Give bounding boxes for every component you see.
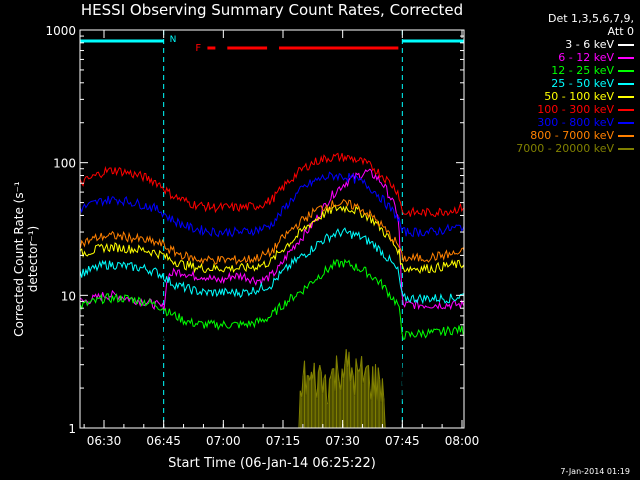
x-tick-label: 07:00 xyxy=(206,434,241,448)
series-0 xyxy=(80,150,464,404)
series-line-7 xyxy=(80,199,464,266)
legend-entry-label: 25 - 50 keV xyxy=(551,77,614,90)
series-6 xyxy=(80,171,464,238)
legend-entry-label: 800 - 7000 keV xyxy=(530,129,614,142)
series-5 xyxy=(80,152,464,218)
x-tick-label: 07:45 xyxy=(385,434,420,448)
legend-swatch xyxy=(618,56,634,59)
flag-layer: NF xyxy=(79,30,465,428)
legend-entry: 6 - 12 keV xyxy=(470,51,634,64)
series-line-8 xyxy=(298,349,386,428)
night-flag-label: N xyxy=(170,35,177,45)
axis-ticks: 06:30 06:45 07:00 07:15 07:30 07:45 08:00 1 10 10… xyxy=(45,24,479,448)
series-8 xyxy=(298,349,386,428)
legend-entry-label: 6 - 12 keV xyxy=(558,51,614,64)
series-4 xyxy=(80,204,464,274)
x-tick-label: 07:15 xyxy=(266,434,301,448)
y-tick-label: 100 xyxy=(53,157,76,171)
series-7 xyxy=(80,199,464,266)
flare-flag-label: F xyxy=(195,43,201,54)
legend-swatch xyxy=(618,82,634,85)
legend-header-2: Att 0 xyxy=(607,25,634,38)
timestamp: 7-Jan-2014 01:19 xyxy=(560,467,630,476)
series-line-6 xyxy=(80,171,464,238)
legend-entry-label: 12 - 25 keV xyxy=(551,64,614,77)
series-line-5 xyxy=(80,152,464,218)
legend-entry: 7000 - 20000 keV xyxy=(470,142,634,155)
legend: Det 1,3,5,6,7,9, Att 0 3 - 6 keV 6 - 12 k… xyxy=(470,12,634,155)
legend-swatch xyxy=(618,147,634,150)
y-tick-label: 1 xyxy=(68,422,76,436)
legend-entry: 12 - 25 keV xyxy=(470,64,634,77)
chart-title: HESSI Observing Summary Count Rates, Cor… xyxy=(80,1,464,19)
plot-frame xyxy=(79,29,465,429)
legend-header-1: Det 1,3,5,6,7,9, xyxy=(547,12,634,25)
series-line-4 xyxy=(80,204,464,274)
legend-items: 3 - 6 keV 6 - 12 keV 12 - 25 keV 25 - 50 ke… xyxy=(470,38,634,155)
legend-entry: 50 - 100 keV xyxy=(470,90,634,103)
series-line-0 xyxy=(80,150,464,404)
legend-entry: 800 - 7000 keV xyxy=(470,129,634,142)
legend-entry-label: 300 - 800 keV xyxy=(537,116,614,129)
legend-swatch xyxy=(618,69,634,72)
legend-entry: 300 - 800 keV xyxy=(470,116,634,129)
legend-swatch xyxy=(618,95,634,98)
series-2 xyxy=(80,258,464,340)
legend-swatch xyxy=(618,134,634,137)
legend-swatch xyxy=(618,43,634,46)
y-tick-label: 10 xyxy=(61,289,76,303)
legend-entry-label: 50 - 100 keV xyxy=(544,90,614,103)
legend-entry-label: 100 - 300 keV xyxy=(537,103,614,116)
legend-entry-label: 7000 - 20000 keV xyxy=(516,142,614,155)
legend-entry: 25 - 50 keV xyxy=(470,77,634,90)
x-tick-label: 07:30 xyxy=(325,434,360,448)
legend-entry-label: 3 - 6 keV xyxy=(565,38,614,51)
legend-entry: 100 - 300 keV xyxy=(470,103,634,116)
legend-swatch xyxy=(618,108,634,111)
series-layer xyxy=(80,150,464,428)
x-tick-label: 08:00 xyxy=(445,434,480,448)
x-axis-label: Start Time (06-Jan-14 06:25:22) xyxy=(168,456,376,471)
series-line-2 xyxy=(80,258,464,340)
x-tick-label: 06:30 xyxy=(87,434,122,448)
y-axis-label: Corrected Count Rate (s⁻¹ detector⁻¹) xyxy=(12,181,40,337)
legend-entry: 3 - 6 keV xyxy=(470,38,634,51)
series-line-3 xyxy=(80,227,464,305)
series-3 xyxy=(80,227,464,305)
y-tick-label: 1000 xyxy=(45,24,76,38)
legend-swatch xyxy=(618,121,634,124)
x-tick-label: 06:45 xyxy=(146,434,181,448)
